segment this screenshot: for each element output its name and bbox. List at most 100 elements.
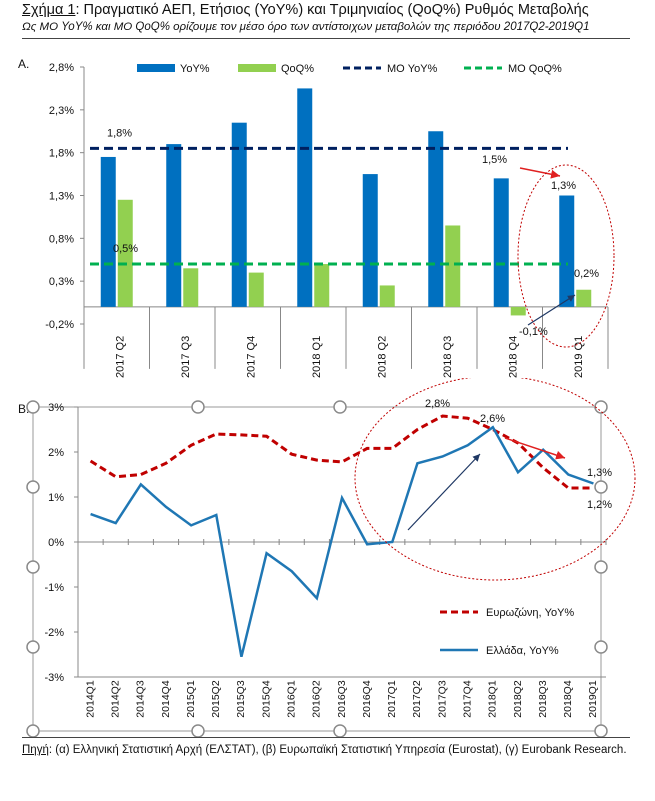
panel-b-label: B. [18,402,30,416]
x-tick-label: 2016Q3 [336,680,348,718]
avg-yoy-value-label: 1,8% [107,127,132,139]
y-tick-label: 0% [48,537,64,549]
annotation-2018q4-qoq: -0,1% [519,326,548,338]
x-tick-label: 2018 Q3 [442,336,454,378]
bar-yoy [428,131,444,307]
y-tick-label: 1,3% [49,191,74,203]
x-tick-label: 2015Q4 [260,680,272,718]
annotation-2018q4-yoy: 1,5% [482,154,507,166]
bar-yoy [559,195,575,307]
frame-handle [26,560,40,574]
x-tick-label: 2016Q2 [311,680,323,718]
bar-qoq [510,306,526,316]
figure-title: Σχήμα 1: Πραγματικό ΑΕΠ, Ετήσιος (YoY%) … [22,2,589,18]
figure-title-text: : Πραγματικό ΑΕΠ, Ετήσιος (YoY%) και Τρι… [75,2,589,18]
bar-yoy [166,144,182,307]
x-tick-label: 2014Q4 [160,680,172,718]
avg-qoq-value-label: 0,5% [113,243,138,255]
x-tick-label: 2017Q4 [461,680,473,718]
y-tick-label: -2% [44,627,64,639]
y-tick-label: 2% [48,447,64,459]
x-tick-label: 2014Q2 [109,680,121,718]
chart-a: 2,8% 2,3% 1,8% 1,3% 0,8% 0,3% -0,2% 2017 Q2 2017… [45,62,615,378]
legend-label-eurozone: Ευρωζώνη, YoY% [486,607,574,619]
annotation-2019q1-euro: 1,2% [587,499,612,511]
x-tick-label: 2017 Q3 [180,336,192,378]
bar-yoy [362,174,378,307]
red-arrow-a [519,167,561,179]
legend-label-yoy: YoY% [180,63,210,75]
x-tick-label: 2018Q1 [487,680,499,718]
frame-handle [594,400,608,414]
legend-label-avg-yoy: ΜΟ YoY% [387,63,438,75]
bar-yoy [297,88,313,307]
x-tick-label: 2017Q2 [411,680,423,718]
x-tick-label: 2017 Q2 [115,336,127,378]
bar-qoq [248,272,264,307]
frame-handle [594,560,608,574]
divider-top [22,38,630,39]
y-tick-label: 3% [48,402,64,414]
series-line-eurozone [89,414,594,490]
bar-qoq [117,199,133,307]
y-tick-label: -1% [44,582,64,594]
annotation-2018q1-greece: 2,6% [480,413,505,425]
x-tick-label: 2015Q1 [185,680,197,718]
dark-arrow-a [527,294,576,326]
bar-qoq [314,264,330,307]
dark-arrow-b [407,453,481,531]
x-tick-label: 2014Q3 [135,680,147,718]
divider-bottom [22,737,630,738]
x-tick-label: 2018Q4 [562,680,574,718]
source-note: Πηγή: (α) Ελληνική Στατιστική Αρχή (ΕΛΣΤ… [22,741,630,759]
frame-handle [26,400,40,414]
x-tick-label: 2018 Q4 [508,336,520,378]
figure-subtitle: Ως ΜΟ YoY% και ΜΟ QoQ% ορίζουμε τον μέσο… [22,21,590,33]
y-tick-label: 1% [48,492,64,504]
x-tick-label: 2019Q1 [587,680,599,718]
legend-label-greece: Ελλάδα, YoY% [486,645,559,657]
frame-handle [333,724,347,738]
legend-label-qoq: QoQ% [281,63,314,75]
x-tick-label: 2019 Q1 [573,336,585,378]
y-tick-label: 1,8% [49,148,74,160]
x-tick-label: 2018 Q2 [377,336,389,378]
x-tick-label: 2016Q1 [285,680,297,718]
bar-yoy [231,122,247,307]
bar-yoy [493,178,509,307]
bar-yoy [100,156,116,307]
source-label: Πηγή [22,744,49,756]
frame-handle [26,480,40,494]
frame-handle [594,640,608,654]
bar-qoq [445,225,461,307]
chart-b: 3% 2% 1% 0% -1% -2% -3% 2014Q1 2014Q2 2014Q3 2014Q… [26,378,636,738]
highlight-ellipse-b [354,378,636,581]
y-tick-label: 0,8% [49,233,74,245]
annotation-2019q1-qoq: 0,2% [574,268,599,280]
red-arrow-b [504,437,566,460]
bar-qoq [183,268,199,307]
x-tick-label: 2015Q2 [210,680,222,718]
source-text: : (α) Ελληνική Στατιστική Αρχή (ΕΛΣΤΑΤ),… [48,744,627,756]
panel-a-label: A. [18,57,30,71]
y-tick-label: -0,2% [45,319,74,331]
frame-handle [191,400,205,414]
x-tick-label: 2017 Q4 [246,336,258,378]
frame-handle [333,400,347,414]
frame-handle [594,480,608,494]
figure-label: Σχήμα 1 [22,2,76,18]
y-tick-label: 2,3% [49,105,74,117]
annotation-2019q1-greece: 1,3% [587,467,612,479]
x-tick-label: 2017Q3 [436,680,448,718]
y-tick-label: 0,3% [49,276,74,288]
x-tick-label: 2018 Q1 [311,336,323,378]
x-tick-label: 2016Q4 [361,680,373,718]
frame-handle [26,724,40,738]
bar-qoq [379,285,395,307]
x-tick-label: 2018Q2 [512,680,524,718]
frame-handle [26,640,40,654]
annotation-2019q1-yoy: 1,3% [551,180,576,192]
x-tick-label: 2015Q3 [235,680,247,718]
series-line-greece [90,425,594,658]
